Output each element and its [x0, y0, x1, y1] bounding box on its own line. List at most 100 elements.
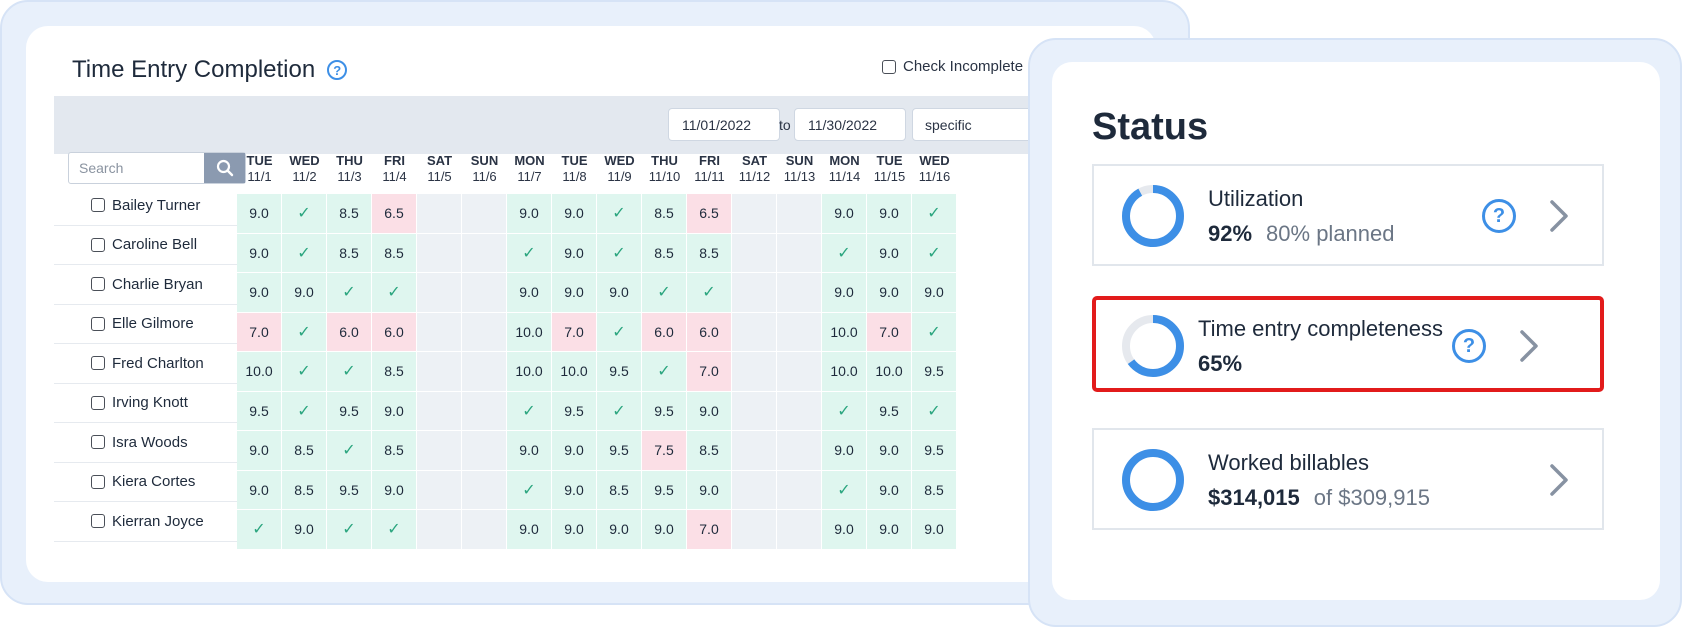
employee-row[interactable]: Kiera Cortes: [54, 463, 262, 502]
employee-checkbox[interactable]: [91, 237, 105, 252]
time-cell[interactable]: 9.5: [642, 470, 686, 509]
time-cell-complete[interactable]: ✓: [327, 510, 371, 549]
time-cell[interactable]: [732, 431, 776, 470]
time-cell[interactable]: 9.0: [372, 391, 416, 430]
time-cell[interactable]: 9.0: [552, 431, 596, 470]
time-cell[interactable]: 8.5: [372, 352, 416, 391]
time-cell[interactable]: 7.0: [867, 312, 911, 351]
time-cell-complete[interactable]: ✓: [282, 312, 326, 351]
time-cell-complete[interactable]: ✓: [912, 391, 956, 430]
employee-row[interactable]: Bailey Turner: [54, 186, 262, 226]
worked-billables-card[interactable]: Worked billables $314,015 of $309,915: [1092, 428, 1604, 530]
time-cell[interactable]: 7.5: [642, 431, 686, 470]
time-cell[interactable]: 8.5: [687, 233, 731, 272]
employee-checkbox[interactable]: [91, 514, 105, 529]
time-cell[interactable]: [732, 352, 776, 391]
time-cell[interactable]: 7.0: [552, 312, 596, 351]
time-cell[interactable]: [462, 312, 506, 351]
question-circle-icon[interactable]: ?: [1452, 329, 1486, 363]
employee-checkbox[interactable]: [91, 316, 105, 331]
time-cell[interactable]: 9.0: [237, 233, 281, 272]
time-cell[interactable]: 9.5: [912, 431, 956, 470]
time-cell-complete[interactable]: ✓: [237, 510, 281, 549]
time-cell-complete[interactable]: ✓: [642, 273, 686, 312]
time-cell[interactable]: 10.0: [507, 312, 551, 351]
time-cell-complete[interactable]: ✓: [507, 233, 551, 272]
chevron-right-icon[interactable]: [1548, 198, 1570, 234]
time-cell[interactable]: 9.0: [372, 470, 416, 509]
time-cell-complete[interactable]: ✓: [642, 352, 686, 391]
time-cell[interactable]: [732, 194, 776, 233]
time-cell[interactable]: [777, 431, 821, 470]
time-cell[interactable]: 8.5: [282, 431, 326, 470]
time-cell[interactable]: 10.0: [237, 352, 281, 391]
time-cell[interactable]: [417, 273, 461, 312]
time-cell[interactable]: [462, 391, 506, 430]
employee-row[interactable]: Isra Woods: [54, 423, 262, 463]
time-cell[interactable]: 8.5: [327, 233, 371, 272]
time-cell-complete[interactable]: ✓: [327, 273, 371, 312]
time-cell[interactable]: 8.5: [327, 194, 371, 233]
time-cell[interactable]: 10.0: [822, 352, 866, 391]
time-cell[interactable]: 9.5: [912, 352, 956, 391]
time-cell[interactable]: [417, 431, 461, 470]
time-cell[interactable]: 9.0: [867, 194, 911, 233]
question-circle-icon[interactable]: ?: [1482, 199, 1516, 233]
time-cell-complete[interactable]: ✓: [822, 391, 866, 430]
time-cell[interactable]: 6.0: [642, 312, 686, 351]
time-cell-complete[interactable]: ✓: [282, 233, 326, 272]
employee-row[interactable]: Caroline Bell: [54, 226, 262, 265]
employee-row[interactable]: Elle Gilmore: [54, 305, 262, 344]
time-cell[interactable]: 9.0: [552, 233, 596, 272]
time-cell[interactable]: [777, 470, 821, 509]
time-cell-complete[interactable]: ✓: [507, 391, 551, 430]
chevron-right-icon[interactable]: [1518, 328, 1540, 364]
time-cell[interactable]: 9.0: [912, 273, 956, 312]
time-cell[interactable]: 8.5: [372, 431, 416, 470]
time-cell[interactable]: [417, 510, 461, 549]
time-cell-complete[interactable]: ✓: [597, 233, 641, 272]
time-cell[interactable]: 8.5: [642, 194, 686, 233]
time-cell[interactable]: 9.0: [507, 273, 551, 312]
time-cell-complete[interactable]: ✓: [822, 233, 866, 272]
time-cell-complete[interactable]: ✓: [282, 194, 326, 233]
time-cell[interactable]: 9.0: [867, 470, 911, 509]
question-circle-icon[interactable]: ?: [327, 60, 348, 80]
time-cell[interactable]: 10.0: [867, 352, 911, 391]
time-cell[interactable]: 9.0: [597, 273, 641, 312]
time-cell-complete[interactable]: ✓: [597, 391, 641, 430]
time-cell[interactable]: [732, 312, 776, 351]
time-cell-complete[interactable]: ✓: [687, 273, 731, 312]
time-cell[interactable]: 7.0: [687, 352, 731, 391]
time-cell[interactable]: [777, 352, 821, 391]
time-cell-complete[interactable]: ✓: [282, 352, 326, 391]
time-cell[interactable]: 10.0: [507, 352, 551, 391]
time-cell-complete[interactable]: ✓: [507, 470, 551, 509]
time-cell[interactable]: [417, 233, 461, 272]
time-cell[interactable]: [732, 510, 776, 549]
time-cell[interactable]: 9.0: [507, 510, 551, 549]
time-cell-complete[interactable]: ✓: [912, 233, 956, 272]
time-cell-complete[interactable]: ✓: [282, 391, 326, 430]
time-cell[interactable]: [732, 391, 776, 430]
date-from-input[interactable]: 11/01/2022: [668, 108, 780, 141]
time-cell[interactable]: 9.5: [552, 391, 596, 430]
time-cell[interactable]: 9.0: [687, 391, 731, 430]
time-cell[interactable]: 9.5: [597, 352, 641, 391]
time-cell-complete[interactable]: ✓: [912, 194, 956, 233]
time-cell[interactable]: [777, 233, 821, 272]
time-cell[interactable]: 9.0: [552, 470, 596, 509]
time-cell[interactable]: 9.5: [642, 391, 686, 430]
time-cell[interactable]: [462, 233, 506, 272]
time-cell[interactable]: 6.0: [372, 312, 416, 351]
time-cell[interactable]: 9.0: [867, 233, 911, 272]
time-cell[interactable]: 9.0: [867, 431, 911, 470]
time-cell[interactable]: 9.0: [237, 273, 281, 312]
time-cell[interactable]: 8.5: [282, 470, 326, 509]
time-cell[interactable]: [732, 273, 776, 312]
time-cell[interactable]: 9.5: [867, 391, 911, 430]
time-cell[interactable]: 9.5: [327, 470, 371, 509]
time-cell[interactable]: [732, 233, 776, 272]
time-cell[interactable]: [417, 194, 461, 233]
time-cell[interactable]: 9.0: [687, 470, 731, 509]
